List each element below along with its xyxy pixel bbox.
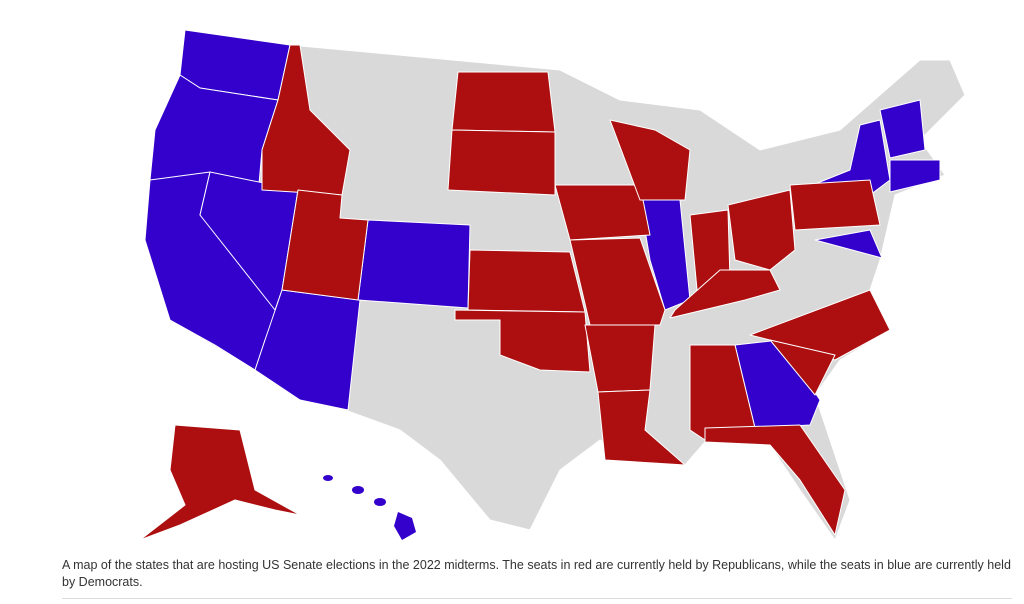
state [669, 269, 781, 319]
state [454, 309, 591, 373]
state [139, 424, 301, 541]
state [569, 237, 666, 326]
state [879, 99, 926, 159]
state [447, 129, 556, 196]
state [451, 71, 556, 133]
state [467, 249, 586, 313]
state [814, 229, 883, 259]
island [323, 475, 333, 481]
island [394, 512, 416, 540]
state [597, 389, 686, 466]
state [357, 219, 471, 309]
state [704, 424, 846, 536]
state [769, 339, 836, 396]
divider [62, 598, 1012, 599]
state [789, 179, 881, 231]
island [352, 486, 364, 494]
caption: A map of the states that are hosting US … [62, 558, 1011, 589]
us-map [139, 29, 966, 541]
island [374, 498, 386, 506]
state [889, 159, 941, 193]
blue-states [144, 29, 941, 540]
state [149, 74, 279, 196]
red-states [139, 44, 891, 541]
state [554, 184, 651, 241]
state [727, 189, 796, 271]
state [281, 189, 369, 301]
state [609, 119, 691, 201]
